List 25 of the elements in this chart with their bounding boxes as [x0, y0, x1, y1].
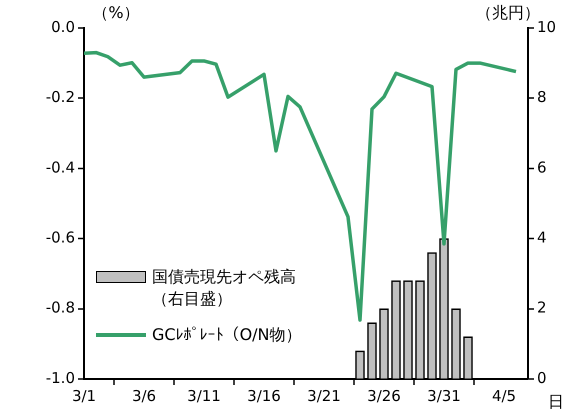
- y-tick-label: -0.8: [46, 298, 75, 317]
- y2-tick-label: 8: [537, 88, 547, 106]
- x-tick-label: 3/16: [247, 386, 281, 405]
- x-tick-label: 3/31: [427, 386, 461, 405]
- y-tick-label: -0.2: [46, 88, 75, 106]
- y-tick-label: 0.0: [51, 18, 75, 36]
- x-tick-label: 3/21: [307, 386, 341, 405]
- y-tick-label: -0.6: [46, 228, 75, 246]
- y-tick-label: -1.0: [46, 368, 75, 387]
- y2-tick-label: 10: [537, 18, 556, 36]
- y2-tick-label: 6: [537, 158, 547, 176]
- y2-tick-label: 0: [537, 368, 547, 387]
- x-tick-label: 3/6: [132, 386, 156, 405]
- y-axis-title: （%）: [92, 3, 140, 22]
- legend-label: GCﾚﾎﾟﾚｰﾄ（O/N物）: [152, 324, 302, 346]
- x-axis-title: 日: [548, 392, 564, 412]
- legend-label: 国債売現先オペ残高（右目盛）: [152, 266, 297, 310]
- x-tick-label: 3/1: [72, 386, 96, 405]
- y2-tick-label: 2: [537, 298, 547, 317]
- x-tick-label: 3/26: [367, 386, 401, 405]
- y2-axis-title: （兆円）: [476, 3, 540, 22]
- y-tick-label: -0.4: [46, 158, 75, 176]
- y2-tick-label: 4: [537, 228, 547, 246]
- x-tick-label: 4/5: [492, 386, 516, 405]
- x-tick-label: 3/11: [187, 386, 221, 405]
